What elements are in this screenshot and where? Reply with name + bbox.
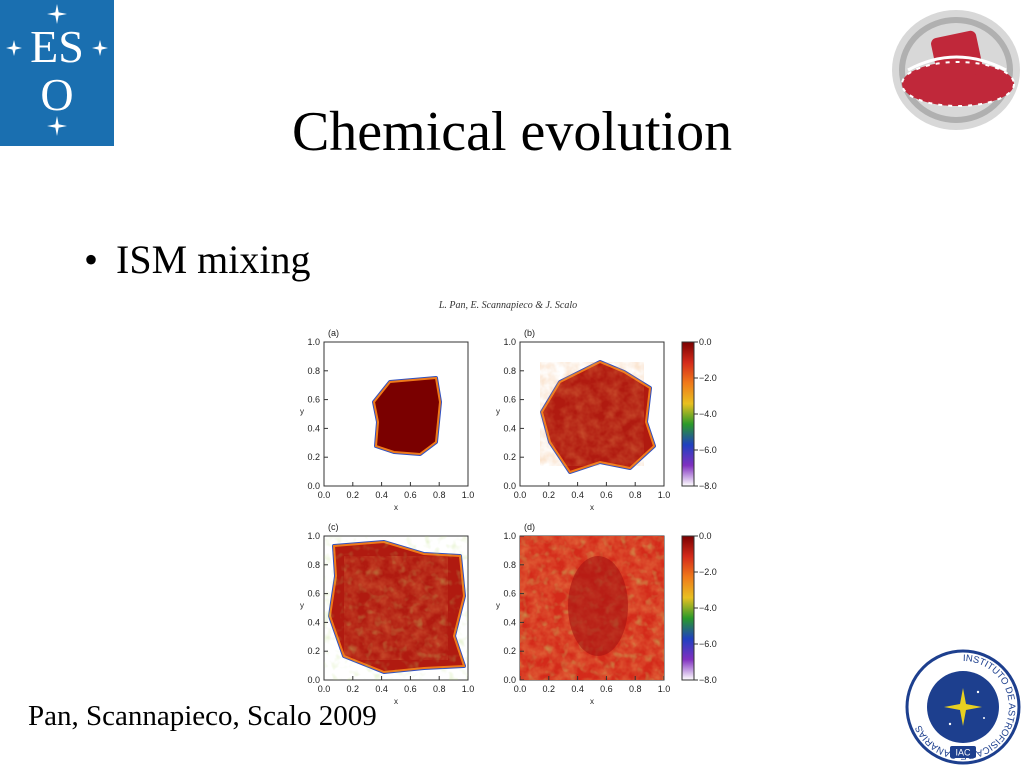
x-tick-label: 0.8: [433, 684, 446, 694]
x-tick-label: 0.0: [318, 490, 331, 500]
x-axis-label: x: [394, 503, 398, 512]
colorbar: [681, 535, 695, 681]
mixing-field: [520, 536, 664, 680]
mixing-field: [324, 536, 468, 680]
y-tick-label: 1.0: [307, 337, 320, 347]
x-tick-label: 0.2: [543, 684, 556, 694]
y-axis-label: y: [300, 601, 304, 610]
y-tick-label: 0.6: [307, 395, 320, 405]
y-tick-label: 0.0: [503, 481, 516, 491]
x-tick-label: 0.0: [318, 684, 331, 694]
panel-label: (c): [328, 522, 339, 532]
panel-label: (b): [524, 328, 535, 338]
y-tick-label: 0.8: [503, 560, 516, 570]
x-tick-label: 0.0: [514, 490, 527, 500]
bullet-item: • ISM mixing: [84, 236, 310, 283]
x-axis-label: x: [590, 503, 594, 512]
figure-author-line: L. Pan, E. Scannapieco & J. Scalo: [438, 300, 578, 311]
y-tick-label: 0.2: [307, 646, 320, 656]
y-tick-label: 0.6: [503, 589, 516, 599]
x-tick-label: 0.6: [600, 490, 613, 500]
eso-logo: ES O: [0, 0, 114, 146]
eso-logo-text-bottom: O: [40, 69, 73, 120]
x-tick-label: 0.8: [629, 684, 642, 694]
iac-badge: IAC: [955, 748, 971, 758]
x-tick-label: 0.2: [347, 490, 360, 500]
x-tick-label: 0.4: [571, 490, 584, 500]
figure-panels: (a)0.00.00.20.20.40.40.60.60.80.81.01.0x…: [300, 328, 717, 706]
y-tick-label: 0.2: [503, 452, 516, 462]
y-tick-label: 0.8: [307, 560, 320, 570]
y-tick-label: 0.4: [503, 617, 516, 627]
iac-logo: INSTITUTO DE ASTROFISICA DE CANARIAS IAC: [904, 648, 1022, 766]
slide-title: Chemical evolution: [291, 101, 733, 163]
y-tick-label: 1.0: [503, 531, 516, 541]
colorbar-tick-label: −2.0: [699, 373, 717, 383]
x-tick-label: 1.0: [658, 490, 671, 500]
x-axis-label: x: [590, 697, 594, 706]
y-tick-label: 0.4: [307, 617, 320, 627]
x-tick-label: 0.6: [600, 684, 613, 694]
y-tick-label: 0.6: [503, 395, 516, 405]
x-tick-label: 0.4: [375, 684, 388, 694]
y-tick-label: 0.0: [307, 481, 320, 491]
y-tick-label: 0.8: [503, 366, 516, 376]
colorbar-tick-label: −4.0: [699, 603, 717, 613]
x-tick-label: 0.2: [347, 684, 360, 694]
panel-label: (d): [524, 522, 535, 532]
colorbar: [681, 341, 695, 487]
colorbar-tick-label: 0.0: [699, 337, 712, 347]
bullet-text: ISM mixing: [116, 237, 311, 282]
colorbar-tick-label: −8.0: [699, 481, 717, 491]
colorbar-tick-label: −4.0: [699, 409, 717, 419]
x-tick-label: 0.4: [571, 684, 584, 694]
colorbar-tick-label: −6.0: [699, 445, 717, 455]
bullet-icon: •: [84, 237, 99, 282]
y-axis-label: y: [496, 601, 500, 610]
x-tick-label: 0.8: [629, 490, 642, 500]
mixing-field: [372, 376, 442, 456]
y-tick-label: 0.8: [307, 366, 320, 376]
citation: Pan, Scannapieco, Scalo 2009: [28, 700, 377, 732]
y-tick-label: 1.0: [307, 531, 320, 541]
x-tick-label: 0.2: [543, 490, 556, 500]
x-axis-label: x: [394, 697, 398, 706]
panel-label: (a): [328, 328, 339, 338]
y-tick-label: 0.2: [307, 452, 320, 462]
x-tick-label: 0.6: [404, 684, 417, 694]
colorbar-tick-label: −8.0: [699, 675, 717, 685]
y-axis-label: y: [300, 407, 304, 416]
x-tick-label: 0.8: [433, 490, 446, 500]
simulation-figure: L. Pan, E. Scannapieco & J. Scalo (a) 0.0…: [288, 296, 728, 710]
sun-icon: [944, 688, 982, 726]
y-tick-label: 0.4: [503, 423, 516, 433]
y-tick-label: 0.0: [307, 675, 320, 685]
x-tick-label: 1.0: [658, 684, 671, 694]
x-tick-label: 1.0: [462, 684, 475, 694]
x-tick-label: 0.4: [375, 490, 388, 500]
y-tick-label: 0.0: [503, 675, 516, 685]
star-icons: [6, 4, 108, 136]
colorbar-tick-label: 0.0: [699, 531, 712, 541]
telescope-logo: [878, 4, 1024, 136]
y-tick-label: 1.0: [503, 337, 516, 347]
y-tick-label: 0.2: [503, 646, 516, 656]
colorbar-tick-label: −6.0: [699, 639, 717, 649]
eso-logo-text-top: ES: [30, 21, 84, 72]
x-tick-label: 1.0: [462, 490, 475, 500]
x-tick-label: 0.0: [514, 684, 527, 694]
y-tick-label: 0.4: [307, 423, 320, 433]
x-tick-label: 0.6: [404, 490, 417, 500]
y-axis-label: y: [496, 407, 500, 416]
colorbar-tick-label: −2.0: [699, 567, 717, 577]
y-tick-label: 0.6: [307, 589, 320, 599]
mixing-field: [540, 360, 656, 474]
